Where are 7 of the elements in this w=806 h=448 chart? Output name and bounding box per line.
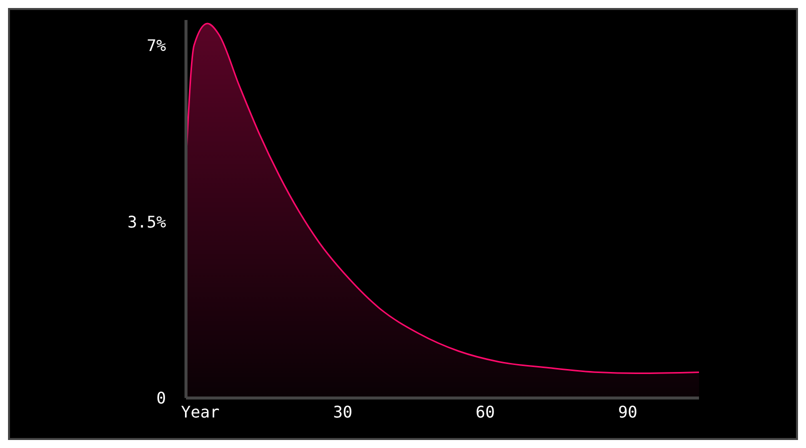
x-tick-label: Year bbox=[180, 402, 220, 422]
x-tick-label: 90 bbox=[618, 402, 638, 422]
y-tick-label: 0 bbox=[156, 388, 166, 408]
y-tick-label: 3.5% bbox=[127, 212, 166, 232]
x-tick-label: 30 bbox=[333, 402, 352, 422]
x-tick-label: 60 bbox=[476, 402, 495, 422]
y-tick-label: 7% bbox=[146, 36, 166, 55]
